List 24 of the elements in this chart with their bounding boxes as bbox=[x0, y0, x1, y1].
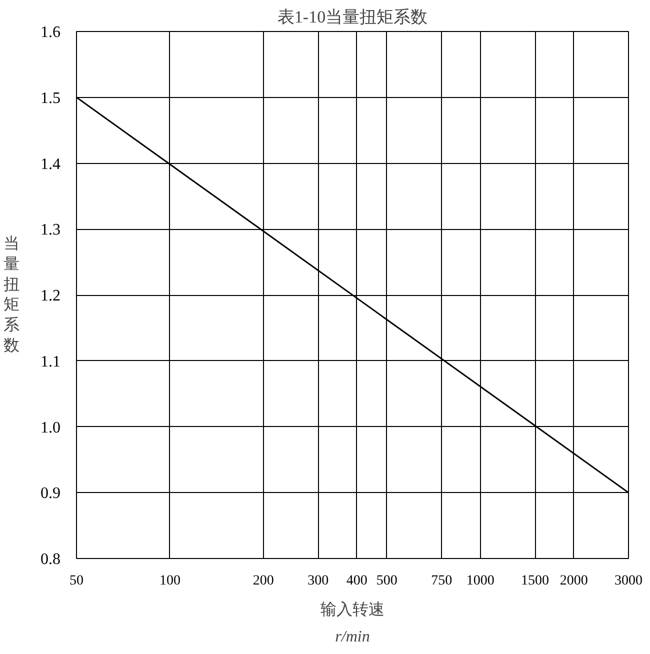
x-tick-label: 2000 bbox=[560, 574, 588, 588]
text: r/min bbox=[335, 628, 370, 646]
x-tick-label: 750 bbox=[431, 574, 452, 588]
y-tick-label: 1.4 bbox=[40, 156, 60, 173]
x-axis-title: 输入转速 bbox=[320, 600, 384, 618]
x-tick-label: 500 bbox=[376, 574, 398, 588]
chart-title: 表1-10当量扭矩系数 bbox=[277, 8, 428, 26]
x-tick-label: 100 bbox=[159, 574, 180, 588]
y-tick-label: 1.3 bbox=[40, 222, 60, 239]
x-tick-label: 300 bbox=[308, 574, 329, 588]
y-tick-label: 1.1 bbox=[40, 353, 60, 370]
y-axis-title: 当量扭矩系数 bbox=[4, 234, 20, 354]
x-tick-label: 50 bbox=[70, 574, 84, 588]
x-tick-label: 400 bbox=[346, 574, 368, 588]
y-tick-label: 0.9 bbox=[40, 485, 60, 502]
y-tick-label: 1.2 bbox=[40, 288, 60, 304]
y-tick-label: 0.8 bbox=[40, 551, 60, 568]
x-tick-label: 200 bbox=[252, 574, 274, 588]
x-tick-label: 1500 bbox=[521, 574, 550, 588]
y-tick-label: 1.6 bbox=[40, 24, 60, 41]
y-tick-label: 1.0 bbox=[40, 419, 60, 436]
y-tick-label: 1.5 bbox=[40, 90, 60, 107]
x-tick-label: 3000 bbox=[614, 574, 642, 588]
x-tick-label: 1000 bbox=[466, 574, 494, 588]
